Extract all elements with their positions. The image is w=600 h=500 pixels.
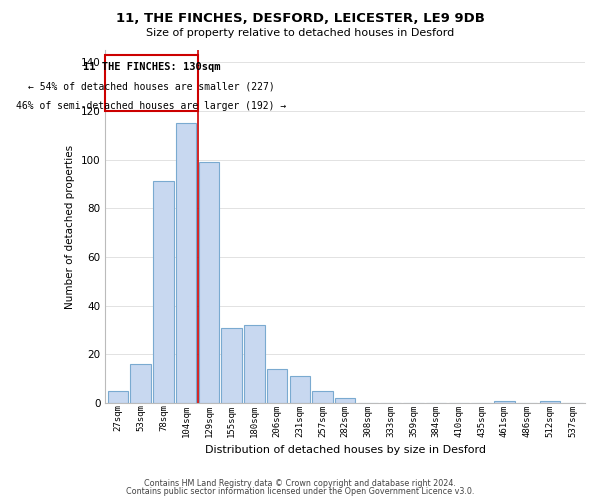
Bar [153, 182, 173, 403]
Text: ← 54% of detached houses are smaller (227): ← 54% of detached houses are smaller (22… [28, 82, 275, 92]
Bar [494, 400, 515, 403]
Bar [221, 328, 242, 403]
Text: 46% of semi-detached houses are larger (192) →: 46% of semi-detached houses are larger (… [16, 101, 287, 111]
Bar [106, 55, 197, 111]
Bar [199, 162, 219, 403]
Text: Contains public sector information licensed under the Open Government Licence v3: Contains public sector information licen… [126, 487, 474, 496]
Bar [244, 325, 265, 403]
Text: 11 THE FINCHES: 130sqm: 11 THE FINCHES: 130sqm [83, 62, 220, 72]
Bar [130, 364, 151, 403]
Bar [108, 391, 128, 403]
Bar [267, 369, 287, 403]
Bar [312, 391, 333, 403]
Text: Size of property relative to detached houses in Desford: Size of property relative to detached ho… [146, 28, 454, 38]
Bar [539, 400, 560, 403]
Text: 11, THE FINCHES, DESFORD, LEICESTER, LE9 9DB: 11, THE FINCHES, DESFORD, LEICESTER, LE9… [116, 12, 484, 26]
X-axis label: Distribution of detached houses by size in Desford: Distribution of detached houses by size … [205, 445, 486, 455]
Bar [335, 398, 355, 403]
Y-axis label: Number of detached properties: Number of detached properties [65, 144, 76, 308]
Bar [176, 123, 196, 403]
Bar [290, 376, 310, 403]
Text: Contains HM Land Registry data © Crown copyright and database right 2024.: Contains HM Land Registry data © Crown c… [144, 478, 456, 488]
